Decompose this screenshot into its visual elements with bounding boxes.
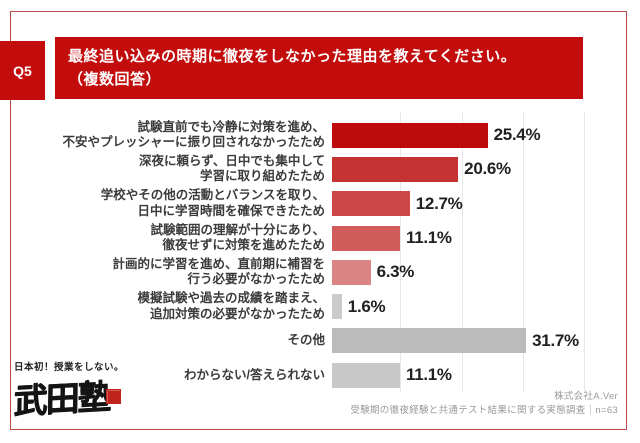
question-title-line2: （複数回答） xyxy=(68,70,162,88)
takeda-juku-logo: 武田塾 xyxy=(13,376,110,423)
value-label: 11.1% xyxy=(405,228,452,248)
gridline xyxy=(461,112,463,392)
category-label: 試験範囲の理解が十分にあり、 徹夜せずに対策を進めたため xyxy=(150,222,325,253)
logo-tagline: 日本初！授業をしない。 xyxy=(14,362,125,373)
bar xyxy=(332,156,459,182)
chart-row: 模擬試験や過去の成績を踏まえ、 追加対策の必要がなかったため 1.6% xyxy=(28,289,628,323)
value-label: 31.7% xyxy=(532,330,579,350)
bar xyxy=(332,362,400,388)
page-border-frame xyxy=(10,11,627,430)
gridline xyxy=(584,112,585,392)
bar xyxy=(332,191,410,217)
bar xyxy=(332,122,488,148)
category-label: わからない/答えられない xyxy=(184,367,325,382)
value-label: 1.6% xyxy=(347,296,386,316)
category-label: 計画的に学習を進め、直前期に補習を 行う必要がなかったため xyxy=(112,257,325,287)
value-label: 25.4% xyxy=(493,125,541,145)
gridline xyxy=(522,112,524,392)
question-title-box: 最終追い込みの時期に徹夜をしなかった理由を教えてください。 （複数回答） xyxy=(55,37,583,99)
category-label: その他 xyxy=(287,333,325,348)
category-label: 深夜に頼らず、日中でも集中して 学習に取り組めたため xyxy=(138,154,325,184)
chart-row: わからない/答えられない 11.1% xyxy=(28,358,628,392)
value-label: 12.7% xyxy=(415,193,463,213)
question-title-line1: 最終追い込みの時期に徹夜をしなかった理由を教えてください。 xyxy=(68,48,517,65)
chart-row: その他 31.7% xyxy=(28,324,628,358)
bar xyxy=(332,225,400,251)
footer-survey: 受験期の徹夜経験と共通テスト結果に関する実態調査｜n=63 xyxy=(350,404,618,416)
category-label: 学校やその他の活動とバランスを取り、 日中に学習時間を確保できたため xyxy=(100,188,325,218)
footer-company: 株式会社A.Ver xyxy=(554,391,618,402)
value-label: 20.6% xyxy=(464,159,511,179)
gridline xyxy=(400,112,402,392)
brand-logo-block: 日本初！授業をしない。 武田塾 xyxy=(13,359,144,423)
chart-row: 試験直前でも冷静に対策を進め、 不安やプレッシャーに振り回されなかったため 25.4… xyxy=(28,118,628,152)
chart-row: 学校やその他の活動とバランスを取り、 日中に学習時間を確保できたため 12.7% xyxy=(28,187,628,221)
source-footer: 株式会社A.Ver 受験期の徹夜経験と共通テスト結果に関する実態調査｜n=63 xyxy=(350,390,618,418)
chart-row: 深夜に頼らず、日中でも集中して 学習に取り組めたため 20.6% xyxy=(28,152,628,186)
value-label: 6.3% xyxy=(376,262,415,282)
chart-row: 試験範囲の理解が十分にあり、 徹夜せずに対策を進めたため 11.1% xyxy=(28,221,628,255)
category-label: 模擬試験や過去の成績を踏まえ、 追加対策の必要がなかったため xyxy=(137,291,325,321)
bar xyxy=(332,294,342,320)
bar xyxy=(332,328,527,354)
chart-row: 計画的に学習を進め、直前期に補習を 行う必要がなかったため 6.3% xyxy=(28,255,628,289)
bar-chart: 試験直前でも冷静に対策を進め、 不安やプレッシャーに振り回されなかったため 25.4… xyxy=(28,118,628,392)
logo-seal-icon xyxy=(106,389,121,404)
category-label: 試験直前でも冷静に対策を進め、 不安やプレッシャーに振り回されなかったため xyxy=(62,119,325,150)
bar xyxy=(332,259,371,285)
question-number-label: Q5 xyxy=(13,62,32,79)
question-number-badge: Q5 xyxy=(0,41,45,100)
value-label: 11.1% xyxy=(405,365,452,385)
